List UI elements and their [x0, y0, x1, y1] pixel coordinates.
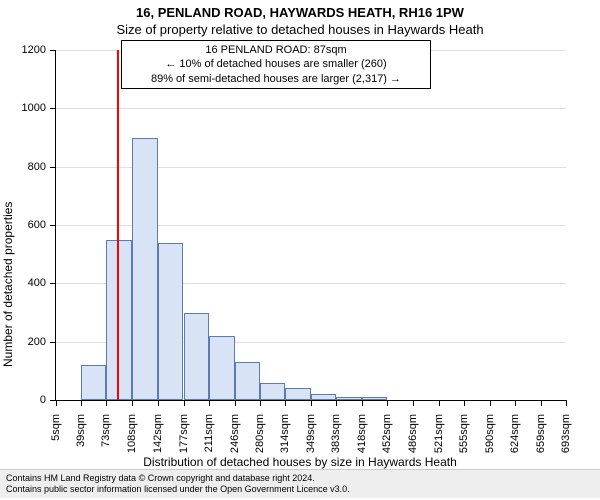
histogram-bar [311, 394, 336, 400]
x-tick [464, 400, 465, 406]
x-tick-label: 659sqm [535, 414, 547, 453]
x-tick [158, 400, 159, 406]
x-tick-label: 555sqm [458, 414, 470, 453]
histogram-bar [184, 313, 209, 401]
footer: Contains HM Land Registry data © Crown c… [0, 469, 600, 498]
title-sub: Size of property relative to detached ho… [0, 22, 600, 37]
y-tick-label: 800 [11, 161, 46, 173]
x-tick [362, 400, 363, 406]
info-box: 16 PENLAND ROAD: 87sqm ← 10% of detached… [121, 40, 431, 89]
footer-line-2: Contains public sector information licen… [6, 484, 594, 495]
x-tick-label: 246sqm [229, 414, 241, 453]
x-tick-label: 349sqm [305, 414, 317, 453]
x-tick-label: 211sqm [203, 414, 215, 452]
x-tick-label: 280sqm [254, 414, 266, 453]
histogram-bar [235, 362, 260, 400]
info-line-3: 89% of semi-detached houses are larger (… [126, 72, 426, 86]
histogram-bar [260, 383, 285, 401]
x-tick [132, 400, 133, 406]
x-tick-label: 177sqm [178, 414, 190, 453]
x-tick-label: 108sqm [126, 414, 138, 453]
x-axis-title: Distribution of detached houses by size … [0, 455, 600, 469]
x-tick-label: 624sqm [509, 414, 521, 453]
footer-line-1: Contains HM Land Registry data © Crown c… [6, 473, 594, 484]
x-tick-label: 693sqm [560, 414, 572, 453]
x-tick [336, 400, 337, 406]
info-line-2: ← 10% of detached houses are smaller (26… [126, 57, 426, 71]
x-tick [184, 400, 185, 406]
histogram-bar [81, 365, 106, 400]
info-line-1: 16 PENLAND ROAD: 87sqm [126, 43, 426, 57]
x-tick [56, 400, 57, 406]
x-tick [439, 400, 440, 406]
x-tick [285, 400, 286, 406]
x-tick-label: 383sqm [330, 414, 342, 453]
histogram-bar [209, 336, 235, 400]
x-tick [209, 400, 210, 406]
x-tick-label: 142sqm [152, 414, 164, 453]
gridline-h [56, 108, 566, 109]
y-tick [50, 283, 56, 284]
x-tick-label: 452sqm [381, 414, 393, 453]
histogram-bar [132, 138, 157, 401]
x-tick [106, 400, 107, 406]
x-tick-label: 314sqm [279, 414, 291, 453]
x-tick-label: 486sqm [407, 414, 419, 453]
x-tick [413, 400, 414, 406]
y-tick-label: 400 [11, 277, 46, 289]
x-tick [490, 400, 491, 406]
x-tick-label: 73sqm [100, 414, 112, 447]
x-tick-label: 521sqm [433, 414, 445, 453]
y-tick-label: 200 [11, 336, 46, 348]
x-tick [311, 400, 312, 406]
y-tick-label: 1000 [11, 102, 46, 114]
histogram-bar [362, 397, 387, 400]
x-tick [81, 400, 82, 406]
x-tick-label: 418sqm [356, 414, 368, 453]
x-tick [387, 400, 388, 406]
x-tick [515, 400, 516, 406]
histogram-bar [285, 388, 311, 400]
y-tick-label: 600 [11, 219, 46, 231]
histogram-bar [158, 243, 184, 401]
x-tick-label: 39sqm [75, 414, 87, 447]
histogram-bar [106, 240, 132, 400]
y-tick [50, 342, 56, 343]
reference-marker [117, 50, 119, 400]
x-tick [260, 400, 261, 406]
chart-container: 16, PENLAND ROAD, HAYWARDS HEATH, RH16 1… [0, 0, 600, 500]
title-main: 16, PENLAND ROAD, HAYWARDS HEATH, RH16 1… [0, 5, 600, 20]
y-tick-label: 1200 [11, 44, 46, 56]
x-tick [566, 400, 567, 406]
y-tick [50, 225, 56, 226]
histogram-bar [336, 397, 362, 400]
y-tick-label: 0 [11, 394, 46, 406]
plot-area: 16 PENLAND ROAD: 87sqm ← 10% of detached… [55, 50, 566, 401]
x-tick-label: 590sqm [484, 414, 496, 453]
x-tick [235, 400, 236, 406]
y-tick [50, 167, 56, 168]
x-tick [541, 400, 542, 406]
x-tick-label: 5sqm [50, 414, 62, 441]
y-tick [50, 108, 56, 109]
y-tick [50, 50, 56, 51]
